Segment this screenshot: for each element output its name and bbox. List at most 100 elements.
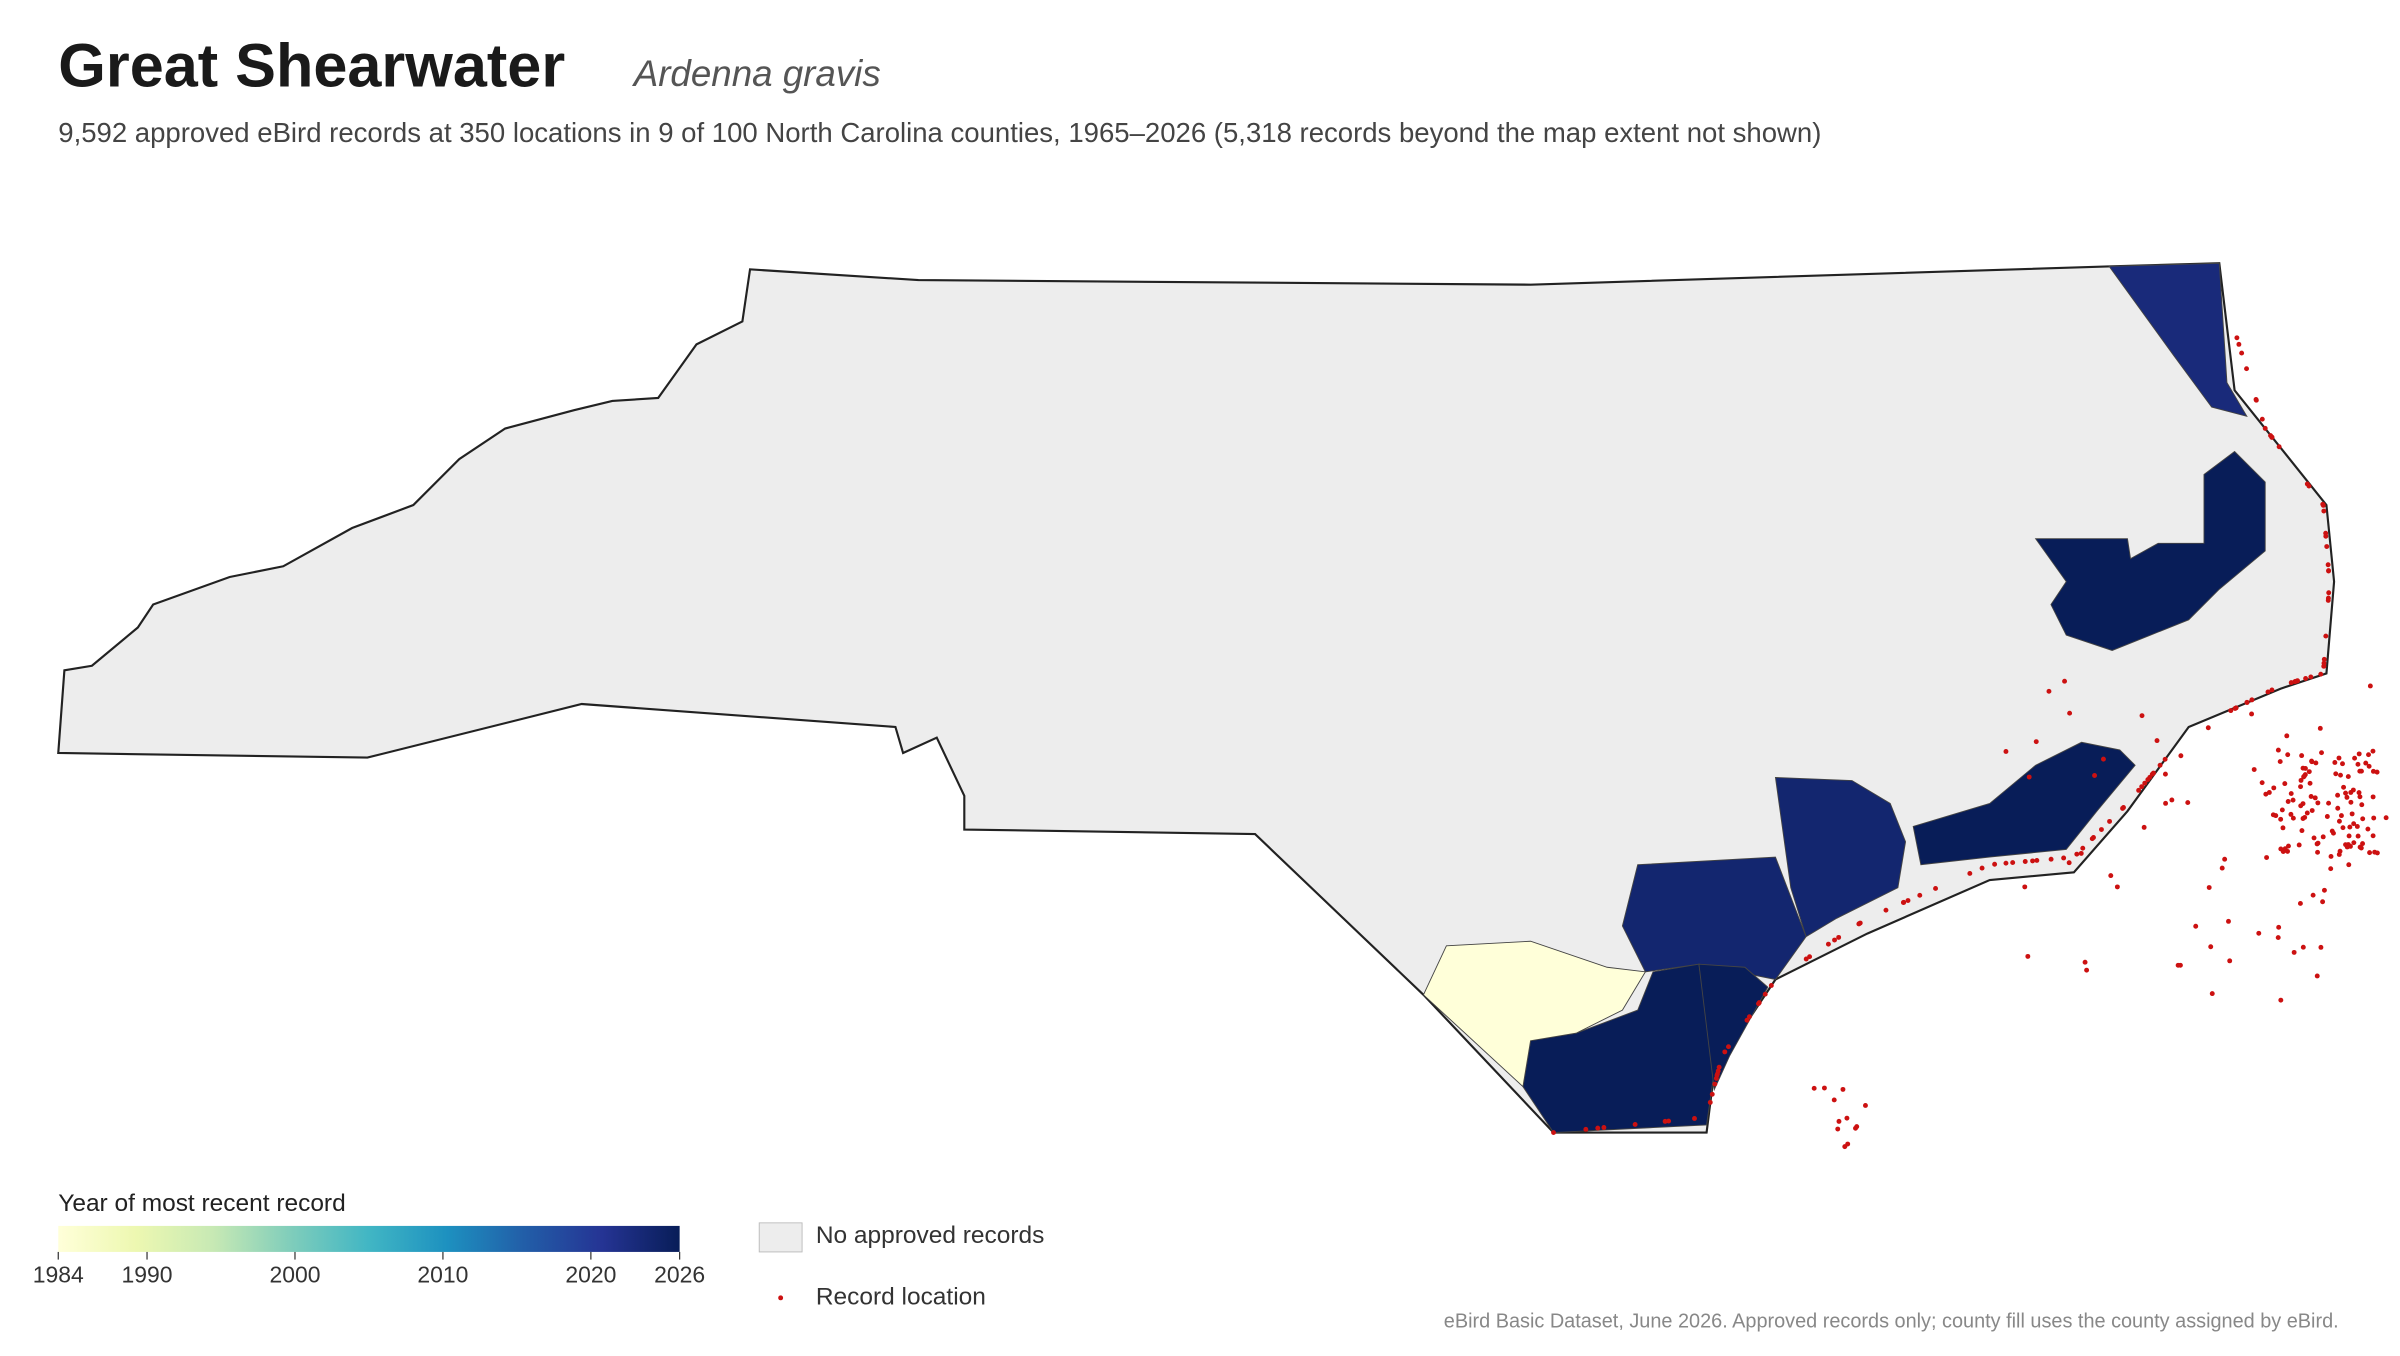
record-point xyxy=(2025,953,2031,959)
record-point xyxy=(2367,850,2373,856)
subtitle: 9,592 approved eBird records at 350 loca… xyxy=(58,117,1821,148)
record-point xyxy=(2222,856,2228,862)
record-point xyxy=(2074,851,2080,857)
record-point xyxy=(2355,761,2361,767)
record-point xyxy=(2321,508,2327,514)
record-point xyxy=(2357,794,2363,800)
record-point xyxy=(2324,544,2330,549)
record-point xyxy=(2300,816,2306,821)
county xyxy=(1912,741,2136,866)
record-point xyxy=(2325,562,2331,568)
record-point xyxy=(2277,759,2283,765)
record-point xyxy=(2269,687,2275,693)
record-point xyxy=(2374,850,2380,856)
record-point xyxy=(2154,738,2160,744)
record-point xyxy=(2323,633,2329,639)
record-point xyxy=(2303,766,2308,771)
record-point xyxy=(2163,800,2169,806)
record-point xyxy=(2313,760,2319,766)
record-point xyxy=(2288,791,2294,796)
record-point xyxy=(2265,689,2271,695)
record-point xyxy=(2336,755,2342,761)
record-point xyxy=(2142,780,2148,786)
record-point xyxy=(1856,921,1862,927)
record-point xyxy=(2323,533,2329,539)
record-point xyxy=(2344,844,2350,850)
record-point xyxy=(2139,713,2145,719)
record-point xyxy=(2278,997,2284,1003)
record-point xyxy=(2139,784,2145,790)
record-point xyxy=(2209,991,2215,997)
record-point xyxy=(2236,341,2242,347)
record-point xyxy=(2340,825,2346,831)
record-point xyxy=(2351,821,2357,827)
record-point xyxy=(2205,725,2211,731)
record-point xyxy=(2317,725,2323,731)
record-point xyxy=(2335,805,2341,811)
record-point xyxy=(2062,678,2068,684)
record-point xyxy=(2328,854,2334,859)
record-point xyxy=(2169,797,2175,803)
county xyxy=(1422,940,1647,1088)
record-point xyxy=(2084,967,2090,973)
record-point xyxy=(2349,811,2355,817)
species-name: Ardenna gravis xyxy=(632,53,881,94)
record-point xyxy=(2315,840,2321,846)
record-point xyxy=(2208,944,2214,950)
record-point xyxy=(2082,959,2088,965)
no-records-swatch xyxy=(758,1222,803,1253)
record-point xyxy=(2314,973,2320,979)
record-point xyxy=(2290,815,2296,821)
record-point xyxy=(1854,1124,1860,1130)
county xyxy=(1774,777,1907,938)
record-point xyxy=(2010,860,2016,866)
record-point xyxy=(2326,590,2332,596)
record-point xyxy=(2371,815,2377,821)
record-point xyxy=(2308,674,2314,680)
record-point xyxy=(2344,794,2350,800)
record-point xyxy=(2282,781,2288,787)
footer-note: eBird Basic Dataset, June 2026. Approved… xyxy=(1444,1311,2339,1333)
record-point xyxy=(2259,780,2265,786)
record-point xyxy=(2022,884,2028,890)
record-point xyxy=(2356,790,2362,796)
record-point xyxy=(1844,1115,1850,1121)
record-point xyxy=(2276,924,2282,930)
record-point xyxy=(2249,711,2255,717)
record-point xyxy=(1821,1085,1827,1091)
record-point xyxy=(2360,816,2366,822)
record-point xyxy=(2294,678,2300,684)
colorbar-tick-label: 1984 xyxy=(33,1261,84,1287)
record-point xyxy=(2348,799,2354,805)
record-point xyxy=(2326,568,2332,574)
record-point xyxy=(2357,768,2363,774)
record-point xyxy=(2033,739,2039,745)
record-point xyxy=(2279,807,2285,813)
record-point xyxy=(2291,949,2297,955)
record-point xyxy=(2297,900,2303,906)
record-point xyxy=(2315,800,2321,806)
record-point xyxy=(2321,663,2327,669)
record-point xyxy=(1707,1099,1713,1105)
record-point xyxy=(1832,937,1837,943)
record-point xyxy=(1601,1125,1607,1130)
county xyxy=(2108,262,2248,418)
record-point xyxy=(2286,843,2291,849)
record-point xyxy=(2259,416,2265,422)
record-point xyxy=(2185,800,2191,806)
record-point xyxy=(2366,752,2371,758)
record-point xyxy=(2318,944,2324,950)
record-point xyxy=(1551,1130,1556,1135)
record-point xyxy=(2285,848,2291,854)
record-point xyxy=(2175,962,2181,968)
record-point xyxy=(1863,1103,1868,1108)
record-point xyxy=(2275,747,2281,753)
record-point xyxy=(2360,841,2365,847)
record-point xyxy=(2266,790,2272,795)
record-point xyxy=(2162,756,2168,762)
record-point xyxy=(1662,1118,1668,1124)
record-point xyxy=(2141,824,2147,830)
record-point xyxy=(2080,845,2086,851)
record-point xyxy=(2285,799,2291,804)
record-point xyxy=(2226,918,2231,924)
